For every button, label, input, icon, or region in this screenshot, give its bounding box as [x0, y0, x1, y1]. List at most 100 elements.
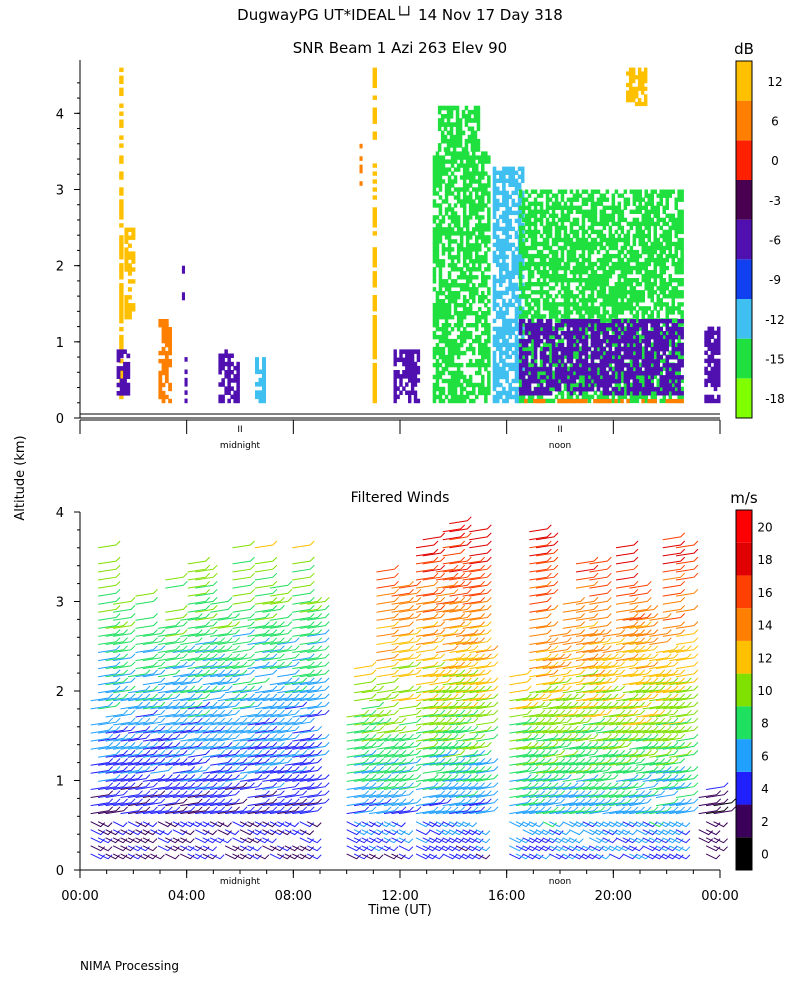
wind-barb — [157, 693, 181, 702]
snr-cell — [653, 390, 657, 396]
snr-cell — [521, 330, 526, 335]
snr-cell — [158, 382, 163, 388]
snr-cell — [438, 275, 443, 280]
snr-cell — [644, 278, 648, 283]
snr-cell — [508, 242, 512, 248]
snr-cell — [644, 261, 648, 267]
snr-cell — [456, 219, 461, 224]
snr-cell — [665, 310, 669, 315]
snr-cell — [644, 245, 648, 251]
snr-cell — [554, 221, 559, 227]
snr-cell — [635, 261, 640, 267]
snr-cell — [545, 306, 550, 311]
wind-barb — [98, 580, 121, 589]
snr-cell — [677, 294, 681, 299]
snr-cell — [518, 347, 523, 352]
snr-cell — [608, 318, 613, 323]
snr-cell — [481, 279, 485, 284]
snr-cell — [127, 287, 132, 292]
snr-cell — [671, 213, 675, 218]
snr-cell — [551, 398, 556, 404]
snr-cell — [467, 109, 472, 115]
snr-cell — [508, 386, 512, 392]
snr-cell — [545, 335, 550, 340]
snr-cell — [484, 183, 488, 188]
snr-cell — [472, 283, 476, 288]
snr-cell — [453, 195, 458, 200]
snr-cell — [462, 179, 467, 184]
snr-cell — [608, 362, 613, 367]
snr-cell — [620, 335, 625, 340]
snr-cell — [524, 383, 529, 388]
snr-cell — [458, 138, 463, 144]
snr-cell — [119, 79, 124, 84]
snr-cell — [435, 171, 440, 176]
snr-cell — [560, 205, 565, 210]
snr-cell — [656, 314, 660, 319]
snr-cell — [539, 253, 544, 259]
snr-cell — [492, 182, 497, 187]
snr-cell — [545, 391, 550, 396]
snr-cell — [677, 354, 681, 359]
snr-cell — [514, 182, 519, 187]
snr-cell — [572, 245, 577, 251]
snr-cell — [492, 234, 497, 240]
snr-cell — [456, 223, 461, 228]
snr-cell — [478, 319, 482, 324]
snr-cell — [499, 262, 503, 268]
snr-cell — [450, 390, 455, 396]
snr-cell — [710, 374, 715, 380]
snr-cell — [475, 239, 479, 244]
snr-cell — [481, 386, 485, 392]
snr-cell — [441, 346, 446, 352]
snr-cell — [468, 275, 473, 280]
wind-barb — [113, 621, 136, 629]
snr-cell — [453, 390, 458, 396]
snr-cell — [608, 302, 613, 307]
snr-cell — [530, 362, 535, 367]
snr-cell — [566, 253, 571, 259]
snr-cell — [508, 210, 512, 216]
snr-cell — [599, 327, 604, 332]
snr-cell — [484, 203, 488, 208]
snr-cell — [611, 193, 616, 198]
snr-cell — [533, 189, 538, 194]
snr-cell — [707, 374, 712, 380]
snr-cell — [124, 263, 129, 268]
snr-cell — [459, 163, 464, 168]
snr-cell — [677, 363, 681, 368]
snr-cell — [444, 323, 449, 328]
snr-cell — [435, 315, 440, 320]
snr-cell — [468, 231, 473, 236]
wind-barb — [120, 693, 143, 702]
snr-cell — [554, 371, 559, 376]
snr-cell — [447, 167, 452, 172]
snr-cell — [533, 261, 538, 267]
snr-cell — [453, 299, 458, 304]
snr-cell — [566, 209, 571, 214]
wind-barb — [180, 677, 203, 686]
snr-cell — [255, 361, 259, 366]
snr-cell — [638, 378, 642, 383]
snr-cell — [662, 391, 666, 396]
snr-cell — [435, 323, 440, 328]
snr-cell — [590, 241, 595, 247]
snr-cell — [668, 241, 672, 247]
snr-cell — [665, 201, 669, 206]
snr-cell — [614, 189, 619, 194]
snr-cell — [432, 179, 437, 184]
wind-barb — [127, 742, 151, 750]
wind-barb — [180, 742, 203, 750]
snr-cell — [450, 255, 455, 260]
snr-cell — [435, 251, 440, 256]
snr-cell — [441, 171, 446, 176]
snr-cell — [468, 255, 473, 260]
snr-cell — [575, 245, 580, 251]
snr-cell — [372, 187, 377, 192]
snr-cell — [560, 193, 565, 198]
snr-cell — [495, 242, 500, 248]
snr-cell — [449, 138, 454, 144]
wind-barb — [105, 653, 128, 662]
snr-cell — [631, 90, 636, 95]
snr-cell — [605, 261, 610, 267]
